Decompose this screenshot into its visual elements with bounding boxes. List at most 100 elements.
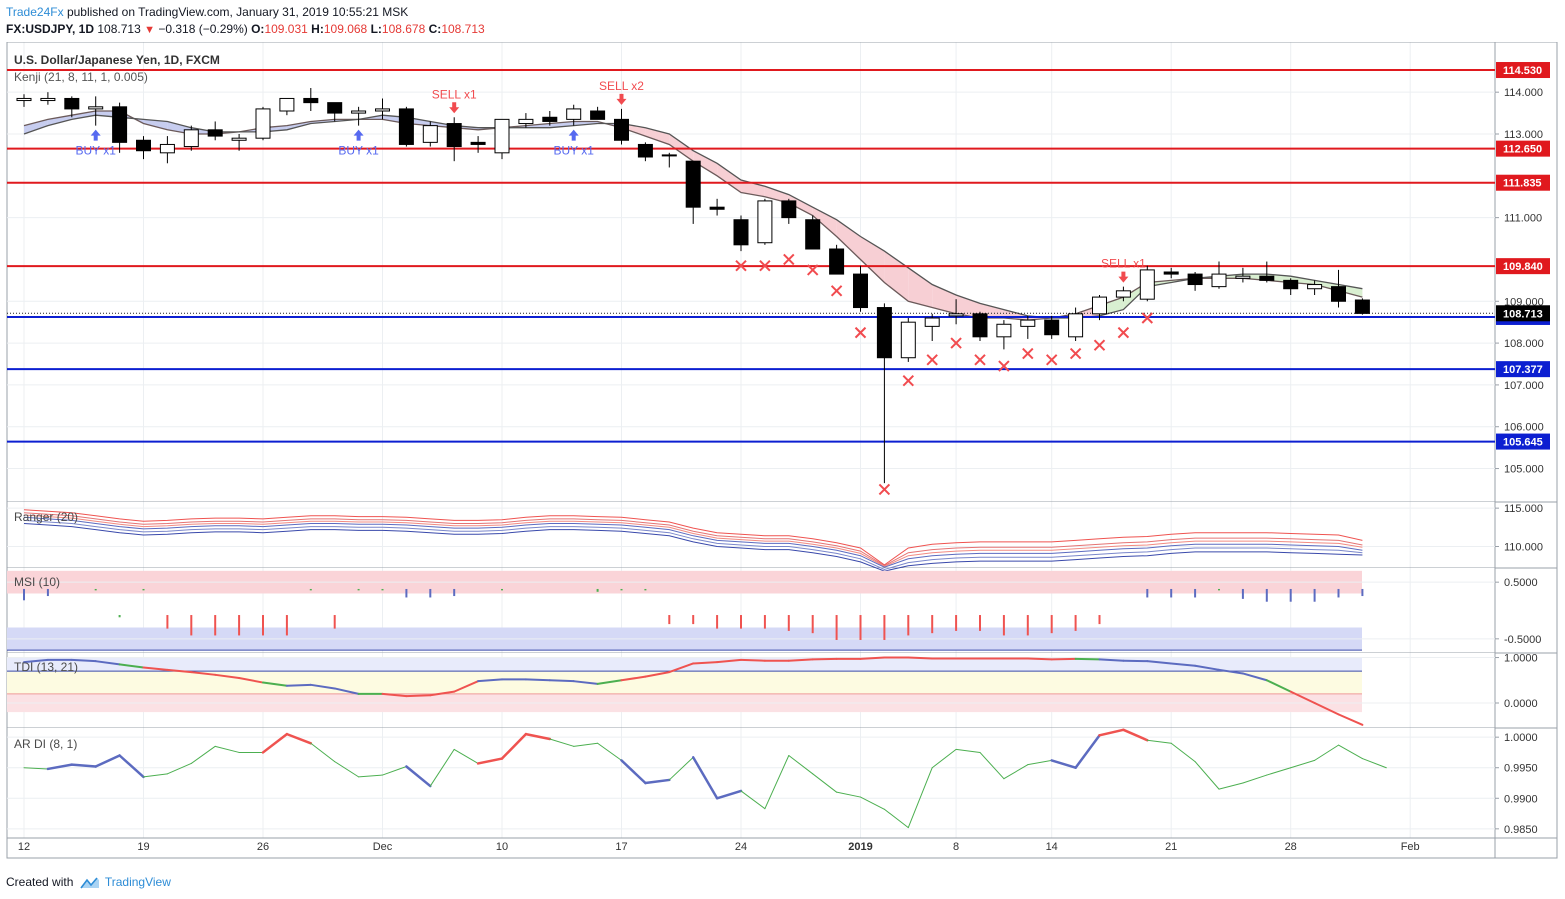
ardi-line-segment xyxy=(1314,744,1339,761)
low-value: 108.678 xyxy=(381,22,426,36)
ardi-line-segment xyxy=(1361,758,1387,769)
x-tick-label: 2019 xyxy=(848,841,872,853)
ardi-line-segment xyxy=(1194,761,1220,790)
candle-body xyxy=(1020,319,1036,327)
x-marker xyxy=(1069,347,1082,360)
candle-body xyxy=(1115,290,1131,298)
pane-background xyxy=(7,42,1495,502)
candle-body xyxy=(853,273,868,309)
tdi-line-segment xyxy=(1194,664,1220,671)
x-marker xyxy=(1141,312,1154,324)
candle-body xyxy=(614,118,629,141)
tdi-line-segment xyxy=(453,680,480,693)
sell-arrow-icon xyxy=(616,93,627,105)
y-tick-label: 115.000 xyxy=(1504,503,1543,515)
candle-body xyxy=(159,143,175,154)
last-price-label: 108.713 xyxy=(1503,308,1543,320)
x-tick-label: 10 xyxy=(496,841,508,853)
ranger-line xyxy=(23,523,1363,572)
ardi-line-segment xyxy=(358,774,383,778)
pane-title: Ranger (20) xyxy=(14,510,78,524)
close-label: C: xyxy=(428,22,442,36)
ranger-line xyxy=(23,512,1363,567)
ardi-line-segment xyxy=(883,808,909,829)
y-tick-label: 114.000 xyxy=(1504,87,1543,99)
kenji-cloud-segment xyxy=(812,207,837,237)
tradingview-link[interactable]: TradingView xyxy=(104,875,171,889)
x-tick-label: 14 xyxy=(1046,841,1058,853)
candle-body xyxy=(733,219,749,246)
tdi-line-segment xyxy=(907,656,934,660)
tdi-line-segment xyxy=(1170,662,1197,667)
x-marker xyxy=(759,260,771,272)
tdi-line-segment xyxy=(859,656,886,660)
publish-header: Trade24Fx published on TradingView.com, … xyxy=(6,4,408,20)
ardi-line-segment xyxy=(70,763,97,768)
tdi-line-segment xyxy=(190,671,217,676)
candle-body xyxy=(1092,296,1107,315)
y-tick-label: 106.000 xyxy=(1504,422,1544,434)
y-tick-label: 107.000 xyxy=(1504,380,1544,392)
tdi-line-segment xyxy=(668,662,695,674)
candle-body xyxy=(996,323,1012,338)
tdi-line-segment xyxy=(644,671,671,678)
level-price-label: 111.835 xyxy=(1503,178,1542,190)
x-marker xyxy=(854,326,867,339)
ranger-line xyxy=(23,516,1363,568)
x-marker xyxy=(1022,347,1034,360)
candle-body xyxy=(637,143,653,158)
candle-body xyxy=(924,317,940,327)
ardi-line-segment xyxy=(979,751,1005,780)
author-link[interactable]: Trade24Fx xyxy=(6,5,64,19)
ardi-line-segment xyxy=(214,745,240,753)
candle-body xyxy=(948,313,964,317)
ardi-line-segment xyxy=(860,796,885,810)
x-marker xyxy=(1117,326,1130,339)
y-tick-label: 0.5000 xyxy=(1504,577,1538,589)
y-tick-label: 0.9950 xyxy=(1504,763,1538,775)
candle-body xyxy=(781,200,797,219)
buy-arrow-icon xyxy=(568,129,579,141)
candle-body xyxy=(470,141,486,145)
ardi-line-segment xyxy=(405,765,432,788)
tdi-line-segment xyxy=(716,658,742,664)
chart-area[interactable]: 114.000 113.000 111.000 109.000 108.000 107.0… xyxy=(0,42,1565,862)
candle-body xyxy=(566,108,582,120)
ardi-line-segment xyxy=(524,732,552,741)
x-tick-label: Dec xyxy=(373,841,393,853)
candle-body xyxy=(1163,271,1179,275)
kenji-cloud-segment xyxy=(741,180,765,197)
tdi-line-segment xyxy=(787,658,814,662)
sell-signal-label: SELL x1 xyxy=(432,87,477,101)
level-price-tag xyxy=(1496,62,1550,79)
down-arrow-icon: ▼ xyxy=(144,24,155,36)
ardi-line-segment xyxy=(310,742,336,763)
buy-arrow-icon xyxy=(90,129,101,141)
candle-body xyxy=(351,110,367,114)
candle-body xyxy=(1235,275,1251,279)
x-marker xyxy=(974,354,986,366)
level-price-label: 109.840 xyxy=(1503,261,1543,273)
candle-body xyxy=(876,307,892,359)
tdi-line-segment xyxy=(285,683,312,687)
y-tick-label: 110.000 xyxy=(1504,542,1543,554)
candle-body xyxy=(1307,284,1323,290)
tdi-line-segment xyxy=(70,658,97,663)
candle-body xyxy=(1259,275,1275,281)
tdi-line-segment xyxy=(692,661,719,665)
ardi-line-segment xyxy=(285,732,313,745)
kenji-cloud-segment xyxy=(71,111,96,120)
y-tick-label: 109.000 xyxy=(1504,296,1544,308)
footer: Created with TradingView xyxy=(6,874,171,890)
tdi-line-segment xyxy=(572,680,599,685)
y-tick-label: 1.0000 xyxy=(1504,732,1538,744)
candle-body xyxy=(1331,286,1346,302)
ardi-line-segment xyxy=(382,766,407,776)
candle-body xyxy=(542,116,558,122)
ardi-line-segment xyxy=(1266,767,1292,776)
ardi-line-segment xyxy=(23,767,49,770)
pane-title: TDI (13, 21) xyxy=(14,660,78,674)
ardi-line-segment xyxy=(836,791,861,798)
candle-body xyxy=(1044,319,1060,336)
y-tick-label: 105.000 xyxy=(1504,464,1544,476)
